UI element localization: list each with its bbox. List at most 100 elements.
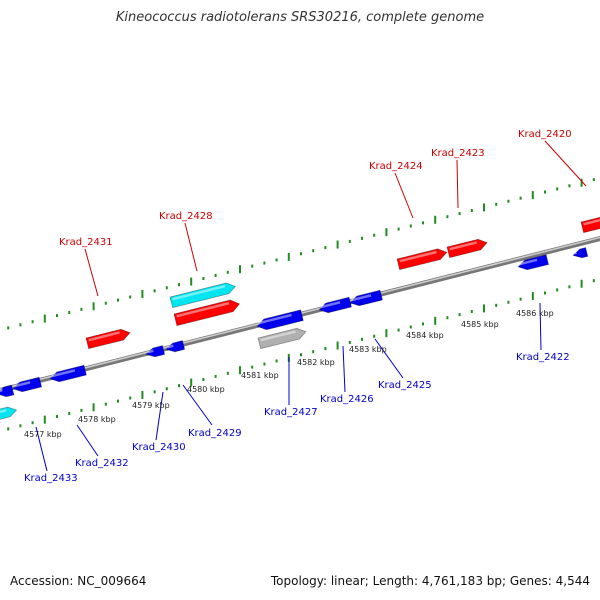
tick-mark bbox=[31, 421, 34, 425]
rna-gene-arrow bbox=[169, 282, 237, 309]
tick-mark bbox=[92, 302, 95, 311]
gene-label-upper: Krad_2431 bbox=[59, 237, 113, 248]
tick-mark bbox=[153, 289, 156, 293]
tick-mark bbox=[592, 178, 595, 182]
tick-mark bbox=[190, 277, 193, 286]
kbp-label: 4583 kbp bbox=[349, 345, 387, 354]
tick-mark bbox=[556, 288, 559, 292]
tick-mark bbox=[312, 350, 315, 354]
kbp-label: 4584 kbp bbox=[406, 331, 444, 340]
leader-line bbox=[182, 384, 213, 426]
tick-mark bbox=[117, 399, 119, 403]
tick-mark bbox=[141, 390, 144, 399]
tick-mark bbox=[43, 415, 46, 424]
tick-mark bbox=[507, 300, 510, 304]
gene-label-lower: Krad_2430 bbox=[132, 442, 186, 453]
tick-mark bbox=[373, 334, 376, 338]
gene-label-lower: Krad_2422 bbox=[516, 352, 570, 363]
tick-mark bbox=[7, 326, 10, 330]
gene-label-lower: Krad_2425 bbox=[378, 380, 432, 391]
kbp-label: 4580 kbp bbox=[187, 385, 225, 394]
tick-mark bbox=[556, 187, 559, 191]
tick-mark bbox=[43, 314, 46, 323]
kbp-label: 4578 kbp bbox=[78, 415, 116, 424]
tick-mark bbox=[300, 252, 302, 256]
reverse-gene-arrow bbox=[572, 247, 589, 259]
tick-mark bbox=[312, 249, 315, 253]
map-title: Kineococcus radiotolerans SRS30216, comp… bbox=[115, 10, 485, 25]
tick-mark bbox=[580, 279, 583, 288]
tick-mark bbox=[397, 227, 400, 231]
tick-mark bbox=[336, 240, 339, 249]
tick-mark bbox=[361, 337, 363, 341]
leader-line bbox=[539, 302, 542, 351]
tick-mark bbox=[129, 396, 132, 400]
pseudo-gene-arrow bbox=[257, 327, 307, 350]
tick-mark bbox=[446, 316, 449, 320]
tick-mark bbox=[68, 310, 71, 314]
tick-mark bbox=[324, 246, 327, 250]
gene-label-upper: Krad_2428 bbox=[159, 211, 213, 222]
tick-mark bbox=[385, 329, 388, 338]
tick-mark bbox=[458, 212, 461, 216]
forward-gene-arrow bbox=[173, 299, 241, 327]
reverse-gene-arrow bbox=[517, 254, 550, 271]
tick-mark bbox=[178, 283, 180, 287]
reverse-gene-arrow bbox=[12, 376, 43, 393]
tick-mark bbox=[19, 424, 22, 428]
gene-label-lower: Krad_2426 bbox=[320, 394, 374, 405]
tick-mark bbox=[568, 184, 571, 188]
forward-gene-arrow bbox=[396, 248, 448, 271]
reverse-gene-arrow bbox=[349, 289, 383, 307]
tick-mark bbox=[7, 427, 10, 431]
tick-mark bbox=[165, 286, 168, 290]
tick-mark bbox=[458, 313, 461, 317]
tick-mark bbox=[507, 199, 510, 203]
tick-mark bbox=[80, 307, 83, 311]
reverse-gene-arrow bbox=[145, 345, 166, 358]
tick-mark bbox=[483, 304, 485, 313]
tick-mark bbox=[409, 325, 412, 329]
forward-gene-arrow bbox=[446, 238, 488, 259]
leader-line bbox=[374, 338, 404, 379]
tick-mark bbox=[422, 221, 424, 225]
leader-line bbox=[544, 140, 587, 187]
tick-mark bbox=[56, 415, 58, 419]
tick-mark bbox=[190, 378, 193, 387]
tick-mark bbox=[153, 390, 156, 394]
tick-mark bbox=[214, 374, 217, 378]
tick-mark bbox=[531, 292, 534, 301]
tick-mark bbox=[287, 252, 290, 261]
leader-line bbox=[184, 222, 198, 272]
tick-mark bbox=[165, 387, 168, 391]
reverse-gene-arrow bbox=[49, 364, 87, 383]
tick-mark bbox=[348, 239, 351, 243]
leader-line bbox=[456, 159, 459, 209]
tick-mark bbox=[129, 295, 132, 299]
gene-label-upper: Krad_2424 bbox=[369, 161, 423, 172]
tick-mark bbox=[495, 202, 498, 206]
tick-mark bbox=[409, 224, 412, 228]
tick-mark bbox=[178, 384, 180, 388]
gene-label-lower: Krad_2427 bbox=[264, 407, 318, 418]
upper-tick-track bbox=[7, 178, 595, 330]
leader-line bbox=[84, 248, 99, 297]
tick-mark bbox=[263, 362, 266, 366]
gene-labels: Krad_2431 Krad_2428 Krad_2424 Krad_2423 Krad… bbox=[24, 129, 572, 484]
tick-mark bbox=[544, 291, 546, 295]
tick-mark bbox=[141, 289, 144, 298]
tick-mark bbox=[544, 190, 546, 194]
tick-mark bbox=[592, 279, 595, 283]
tick-mark bbox=[300, 353, 302, 357]
tick-mark bbox=[104, 402, 107, 406]
leader-line bbox=[394, 172, 414, 219]
tick-mark bbox=[68, 411, 71, 415]
tick-mark bbox=[397, 328, 400, 332]
tick-mark bbox=[31, 320, 34, 324]
tick-mark bbox=[483, 203, 485, 212]
leader-line bbox=[35, 426, 48, 472]
genome-summary-text: Topology: linear; Length: 4,761,183 bp; … bbox=[270, 574, 590, 588]
tick-mark bbox=[19, 323, 22, 327]
rna-gene-arrow bbox=[0, 406, 18, 421]
